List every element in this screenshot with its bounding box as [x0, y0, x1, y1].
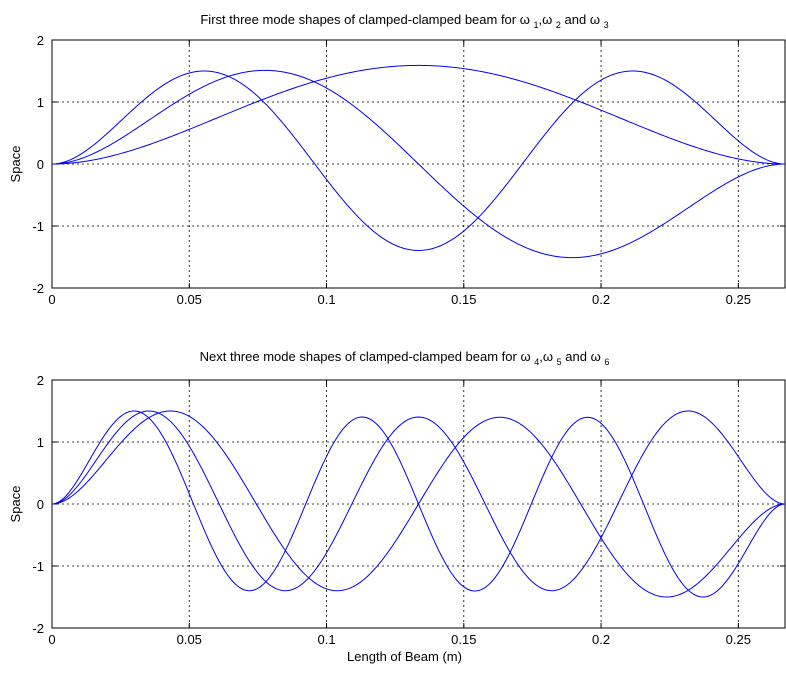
series-group	[51, 64, 786, 259]
series-group	[51, 410, 786, 598]
x-tick-label: 0	[48, 292, 55, 307]
y-tick-label: 1	[37, 435, 44, 450]
omega-subscript: 2	[556, 20, 561, 30]
omega-subscript: 5	[557, 357, 562, 367]
mode-shape-line-5	[51, 410, 786, 592]
chart-title: Next three mode shapes of clamped-clampe…	[200, 349, 610, 367]
y-tick-label: -1	[32, 219, 44, 234]
y-tick-label: 2	[37, 373, 44, 388]
x-tick-label: 0.05	[177, 292, 202, 307]
x-tick-label: 0.1	[317, 292, 335, 307]
mode-shape-line-6	[51, 410, 786, 598]
omega-symbol: ω	[542, 12, 556, 27]
omega-symbol: ω	[591, 349, 605, 364]
y-axis-label: Space	[8, 486, 23, 523]
x-tick-label: 0.05	[177, 632, 202, 647]
x-tick-label: 0.25	[726, 292, 751, 307]
mode-shapes-plot-bottom: 0 0.05 0.1 0.15 0.2 0.25 2 1 0 -1 -2 Space Length of…	[8, 349, 786, 664]
chart-title: First three mode shapes of clamped-clamp…	[200, 12, 608, 30]
x-tick-label: 0.2	[592, 632, 610, 647]
x-tick-label: 0.15	[451, 632, 476, 647]
omega-symbol: ω	[543, 349, 557, 364]
y-tick-label: 0	[37, 497, 44, 512]
y-tick-label: -2	[32, 621, 44, 636]
omega-symbol: ω	[520, 349, 534, 364]
x-tick-label: 0.2	[592, 292, 610, 307]
y-tick-label: -1	[32, 559, 44, 574]
omega-subscript: 4	[534, 357, 539, 367]
y-tick-label: -2	[32, 281, 44, 296]
mode-shape-line-1	[51, 64, 786, 165]
mode-shape-line-2	[51, 69, 786, 259]
omega-subscript: 3	[604, 20, 609, 30]
x-tick-label: 0	[48, 632, 55, 647]
y-tick-label: 0	[37, 157, 44, 172]
omega-subscript: 6	[604, 357, 609, 367]
x-tick-label: 0.1	[317, 632, 335, 647]
x-axis-label: Length of Beam (m)	[347, 649, 462, 664]
mode-shape-line-3	[51, 70, 786, 251]
x-tick-label: 0.15	[451, 292, 476, 307]
omega-symbol: ω	[520, 12, 534, 27]
y-axis-label: Space	[8, 146, 23, 183]
y-tick-label: 2	[37, 33, 44, 48]
x-tick-label: 0.25	[726, 632, 751, 647]
y-tick-label: 1	[37, 95, 44, 110]
omega-subscript: 1	[534, 20, 539, 30]
mode-shapes-plot-top: 0 0.05 0.1 0.15 0.2 0.25 2 1 0 -1 -2 Space First thr…	[8, 12, 786, 307]
omega-symbol: ω	[590, 12, 604, 27]
